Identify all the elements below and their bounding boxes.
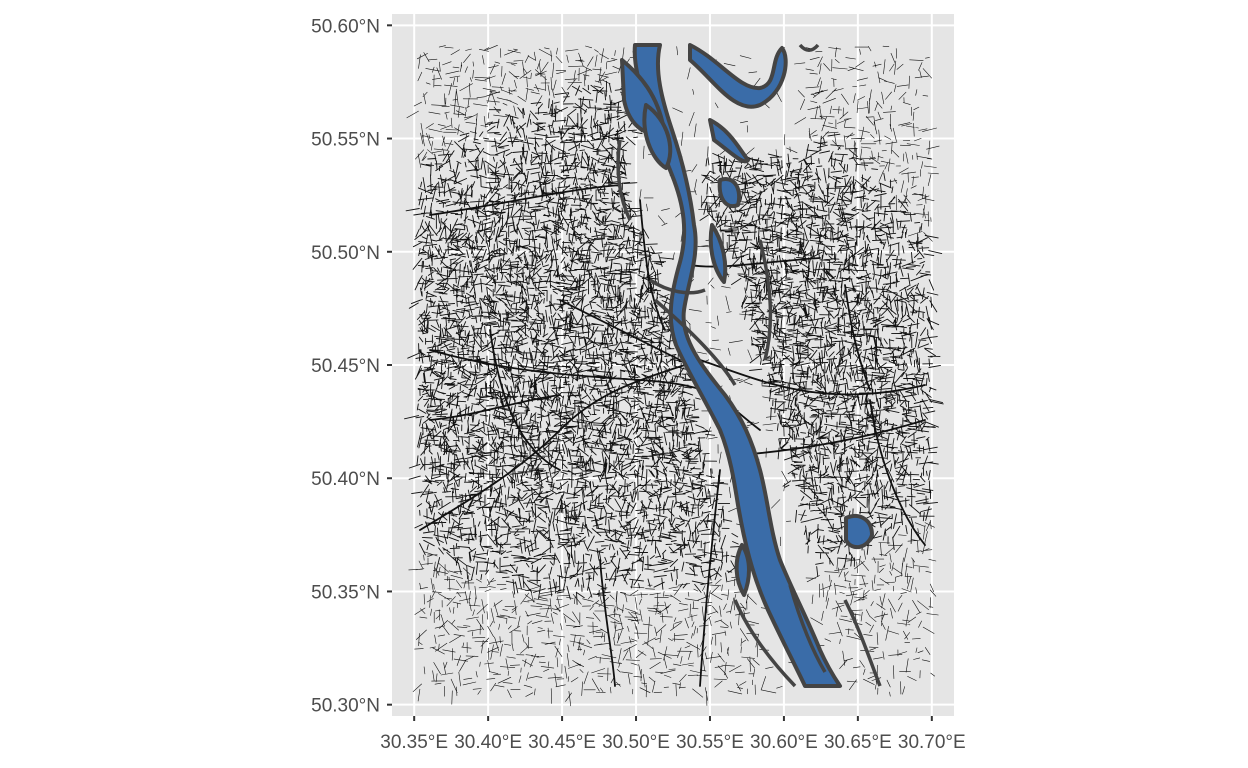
x-tick-label-0: 30.35°E <box>380 732 448 753</box>
major-road-6 <box>689 257 821 268</box>
river-water-0 <box>632 43 842 688</box>
road-network-layer <box>404 45 944 707</box>
river-channel-6 <box>843 599 882 687</box>
y-tick-label-6: 50.30°N <box>311 696 380 717</box>
x-tick-label-7: 30.70°E <box>898 732 966 753</box>
y-tick-label-2: 50.50°N <box>311 243 380 264</box>
major-road-5 <box>739 419 926 456</box>
river-water-5 <box>734 543 751 597</box>
x-tick-label-4: 30.55°E <box>676 732 744 753</box>
river-water-2 <box>717 177 741 209</box>
x-tick-label-3: 30.50°E <box>602 732 670 753</box>
major-road-7 <box>599 559 616 687</box>
major-road-0 <box>419 359 701 531</box>
river-channel-5 <box>733 599 797 688</box>
x-tick-label-2: 30.45°E <box>528 732 596 753</box>
river-channel-3 <box>758 239 773 361</box>
x-tick-label-5: 30.60°E <box>750 732 818 753</box>
major-road-8 <box>699 469 721 687</box>
river-water-3 <box>708 223 728 284</box>
y-tick-label-5: 50.35°N <box>311 582 380 603</box>
major-road-11 <box>639 199 666 331</box>
river-channel-0 <box>616 139 632 221</box>
major-road-13 <box>429 394 561 421</box>
river-water-layer <box>616 43 882 688</box>
y-tick-label-1: 50.55°N <box>311 130 380 151</box>
y-tick-label-4: 50.40°N <box>311 469 380 490</box>
river-water-7 <box>688 43 788 109</box>
river-water-4 <box>642 103 673 170</box>
y-tick-label-0: 50.60°N <box>311 16 380 37</box>
river-channel-1 <box>649 278 706 295</box>
river-channel-2 <box>653 298 737 386</box>
river-water-6 <box>844 514 874 550</box>
major-road-12 <box>844 284 871 391</box>
x-tick-label-6: 30.65°E <box>824 732 892 753</box>
axes: 50.60°N 50.55°N 50.50°N 50.45°N 50.40°N 50.35… <box>311 16 966 753</box>
major-road-3 <box>489 329 561 471</box>
dense-street-grid <box>404 80 944 605</box>
x-tick-label-1: 30.40°E <box>454 732 522 753</box>
river-water-8 <box>708 118 750 164</box>
river-channel-7 <box>798 43 820 52</box>
river-channel-4 <box>788 584 827 673</box>
major-road-1 <box>429 184 621 216</box>
y-tick-label-3: 50.45°N <box>311 356 380 377</box>
major-road-10 <box>869 399 926 546</box>
major-road-9 <box>559 299 681 361</box>
